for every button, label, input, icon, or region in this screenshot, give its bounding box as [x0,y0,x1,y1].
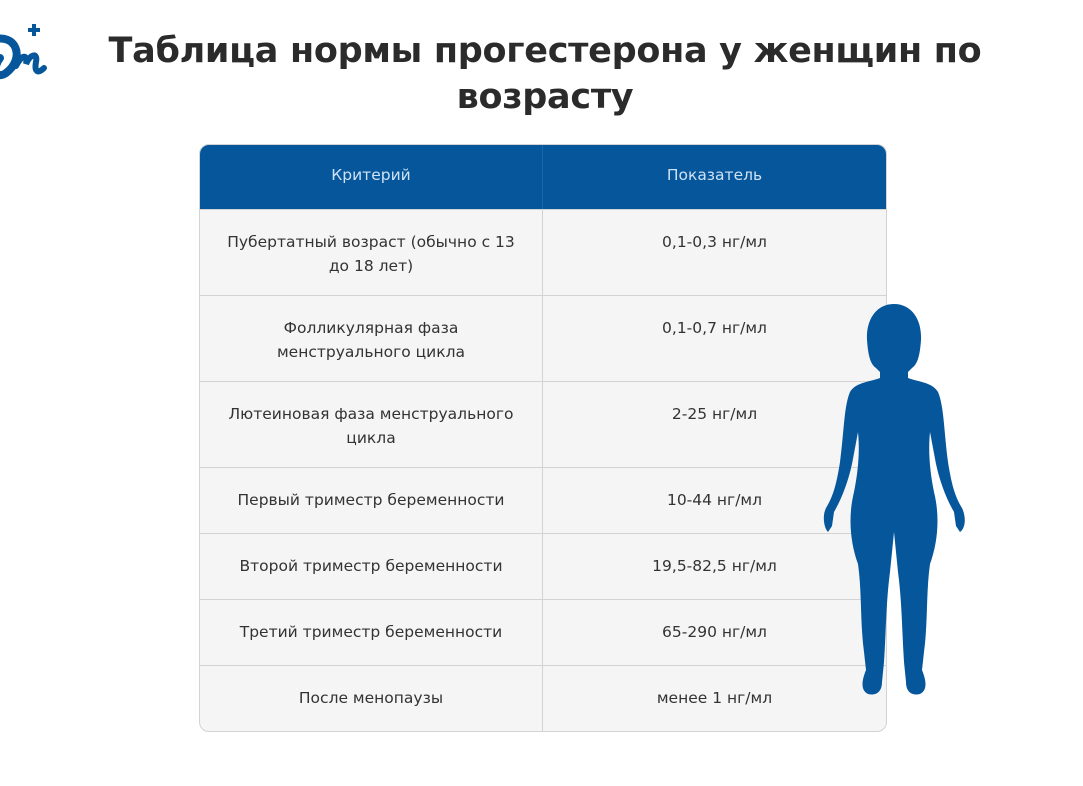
brand-logo-icon [0,24,47,80]
table-row: Второй триместр беременности 19,5-82,5 н… [200,533,886,599]
page-title: Таблица нормы прогестерона у женщин по в… [108,31,982,117]
criterion-cell: Первый триместр беременности [237,491,505,509]
criterion-cell: Фолликулярная фаза менструального цикла [276,319,466,361]
table-row: Лютеиновая фаза менструального цикла 2-2… [200,381,886,467]
value-cell: менее 1 нг/мл [542,666,886,731]
table-row: Фолликулярная фаза менструального цикла … [200,295,886,381]
table-row: Пубертатный возраст (обычно с 13 до 18 л… [200,209,886,295]
header-value: Показатель [542,145,886,209]
value-cell: 19,5-82,5 нг/мл [542,534,886,599]
table-row: После менопаузы менее 1 нг/мл [200,665,886,731]
table-row: Третий триместр беременности 65-290 нг/м… [200,599,886,665]
criterion-cell: Лютеиновая фаза менструального цикла [228,405,514,447]
criterion-cell: После менопаузы [298,689,444,707]
woman-silhouette-icon [823,304,965,695]
criterion-cell: Второй триместр беременности [239,557,503,575]
table-header: Критерий Показатель [200,145,886,209]
value-cell: 65-290 нг/мл [542,600,886,665]
progesterone-table: Критерий Показатель Пубертатный возраст … [199,144,887,732]
header-criterion: Критерий [331,166,411,184]
table-row: Первый триместр беременности 10-44 нг/мл [200,467,886,533]
criterion-cell: Третий триместр беременности [239,623,503,641]
value-cell: 2-25 нг/мл [542,382,886,467]
value-cell: 0,1-0,7 нг/мл [542,296,886,381]
value-cell: 10-44 нг/мл [542,468,886,533]
value-cell: 0,1-0,3 нг/мл [542,210,886,295]
criterion-cell: Пубертатный возраст (обычно с 13 до 18 л… [227,233,515,275]
